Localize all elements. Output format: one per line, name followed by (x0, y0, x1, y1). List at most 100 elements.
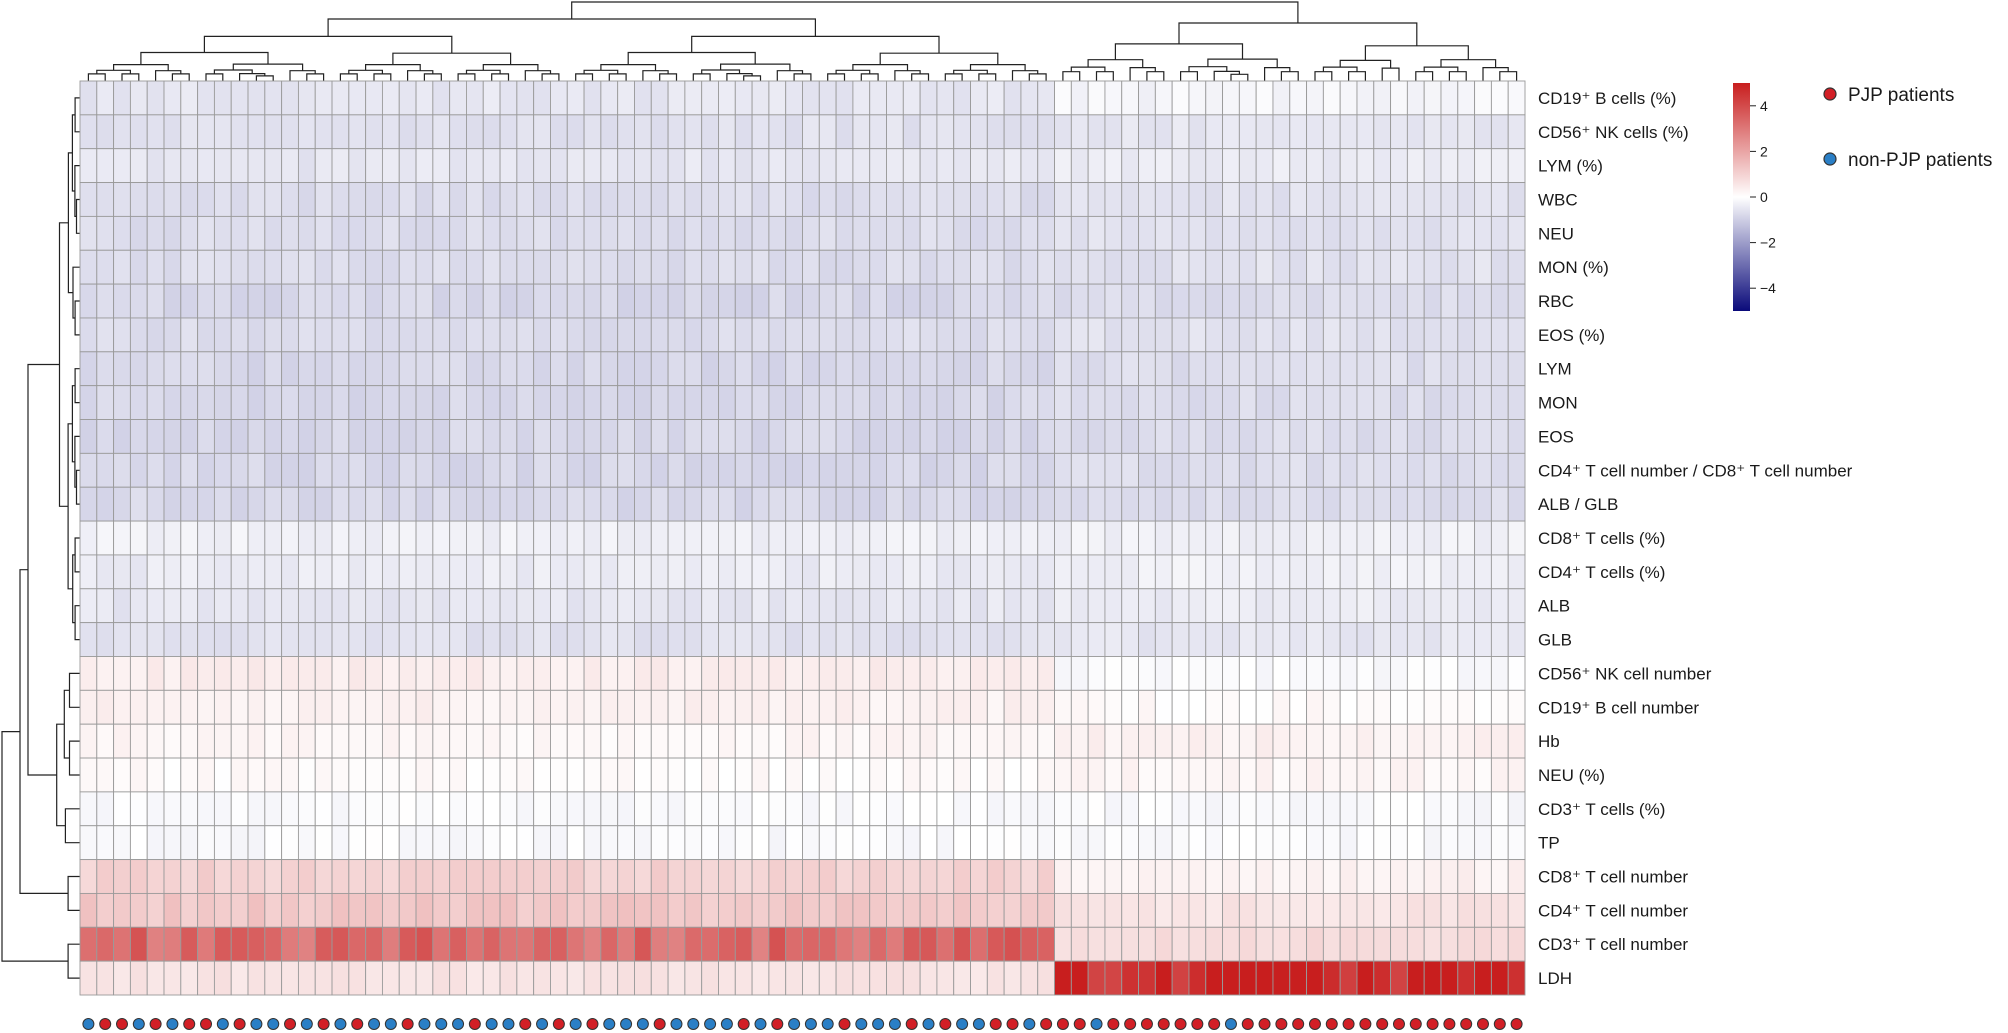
heatmap-cell (281, 317, 299, 353)
heatmap-cell (1205, 892, 1224, 928)
heatmap-cell (432, 148, 451, 183)
heatmap-cell (499, 960, 518, 996)
heatmap-cell (432, 215, 451, 251)
heatmap-cell (1423, 215, 1442, 251)
dendrogram-branch (113, 63, 169, 71)
heatmap-cell (919, 283, 938, 319)
heatmap-cell (113, 757, 131, 793)
heatmap-cell (1507, 385, 1526, 420)
group-dot (1292, 1018, 1305, 1030)
heatmap-cell (734, 351, 753, 387)
heatmap-cell (1255, 622, 1274, 657)
heatmap-cell (264, 859, 283, 894)
heatmap-cell (869, 249, 887, 285)
heatmap-cell (1474, 554, 1492, 590)
heatmap-cell (533, 723, 551, 759)
dendrogram-branch (743, 75, 762, 81)
heatmap-cell (247, 791, 266, 827)
heatmap-cell (768, 926, 787, 962)
heatmap-cell (583, 80, 602, 116)
heatmap-cell (1339, 317, 1358, 353)
heatmap-cell (617, 689, 635, 725)
heatmap-cell (415, 419, 434, 454)
heatmap-cell (802, 148, 820, 183)
heatmap-cell (1272, 80, 1291, 116)
heatmap-cell (617, 452, 635, 488)
heatmap-cell (415, 351, 434, 387)
heatmap-cell (281, 825, 299, 861)
heatmap-cell (264, 419, 283, 454)
heatmap-cell (970, 351, 988, 387)
heatmap-cell (79, 622, 98, 657)
heatmap-cell (734, 622, 753, 657)
heatmap-cell (1020, 757, 1039, 793)
heatmap-cell (79, 689, 98, 725)
heatmap-cell (768, 283, 787, 319)
row-label: Hb (1538, 732, 1560, 751)
heatmap-cell (667, 114, 686, 150)
heatmap-cell (684, 215, 703, 251)
heatmap-cell (482, 148, 501, 183)
dendrogram-branch (1423, 66, 1459, 72)
heatmap-cell (449, 520, 467, 556)
heatmap-cell (936, 723, 955, 759)
heatmap-cell (1507, 757, 1526, 793)
heatmap-cell (348, 283, 367, 319)
heatmap-cell (331, 960, 350, 996)
heatmap-cell (146, 825, 165, 861)
heatmap-cell (197, 960, 215, 996)
heatmap-cell (1003, 317, 1022, 353)
heatmap-cell (701, 283, 719, 319)
heatmap-cell (516, 114, 535, 150)
heatmap-cell (566, 452, 585, 488)
heatmap-cell (1390, 486, 1408, 522)
heatmap-cell (617, 825, 635, 861)
dendrogram-branch (75, 469, 80, 505)
heatmap-cell (701, 520, 719, 556)
heatmap-cell (818, 80, 837, 116)
heatmap-cell (1070, 960, 1089, 996)
heatmap-cell (1238, 892, 1257, 928)
heatmap-cell (1171, 452, 1190, 488)
group-dot (250, 1018, 263, 1030)
heatmap-cell (583, 656, 602, 691)
heatmap-cell (348, 148, 367, 183)
heatmap-cell (550, 249, 568, 285)
heatmap-cell (331, 385, 350, 420)
heatmap-cell (348, 317, 367, 353)
heatmap-cell (1306, 182, 1324, 217)
heatmap-cell (751, 656, 770, 691)
heatmap-cell (919, 859, 938, 894)
heatmap-cell (986, 926, 1005, 962)
heatmap-cell (129, 249, 148, 285)
heatmap-cell (113, 656, 131, 691)
heatmap-cell (634, 452, 652, 488)
heatmap-cell (852, 554, 871, 590)
heatmap-cell (1138, 520, 1156, 556)
heatmap-cell (566, 588, 585, 624)
heatmap-cell (986, 80, 1005, 116)
heatmap-cell (1205, 80, 1224, 116)
heatmap-cell (129, 148, 148, 183)
heatmap-cell (197, 215, 215, 251)
heatmap-cell (129, 385, 148, 420)
heatmap-cell (1440, 419, 1459, 454)
heatmap-cell (1188, 215, 1207, 251)
heatmap-cell (600, 960, 619, 996)
heatmap-cell (818, 825, 837, 861)
heatmap-cell (583, 249, 602, 285)
heatmap-cell (566, 723, 585, 759)
heatmap-cell (1205, 419, 1224, 454)
dendrogram-branch (627, 51, 756, 65)
heatmap-cell (1322, 622, 1341, 657)
heatmap-cell (1272, 520, 1291, 556)
heatmap-cell (566, 351, 585, 387)
heatmap-cell (482, 182, 501, 217)
heatmap-cell (1205, 148, 1224, 183)
heatmap-cell (297, 182, 316, 217)
heatmap-cell (415, 520, 434, 556)
heatmap-cell (835, 114, 854, 150)
group-dot (1056, 1018, 1069, 1030)
heatmap-cell (129, 419, 148, 454)
heatmap-cell (1020, 351, 1039, 387)
